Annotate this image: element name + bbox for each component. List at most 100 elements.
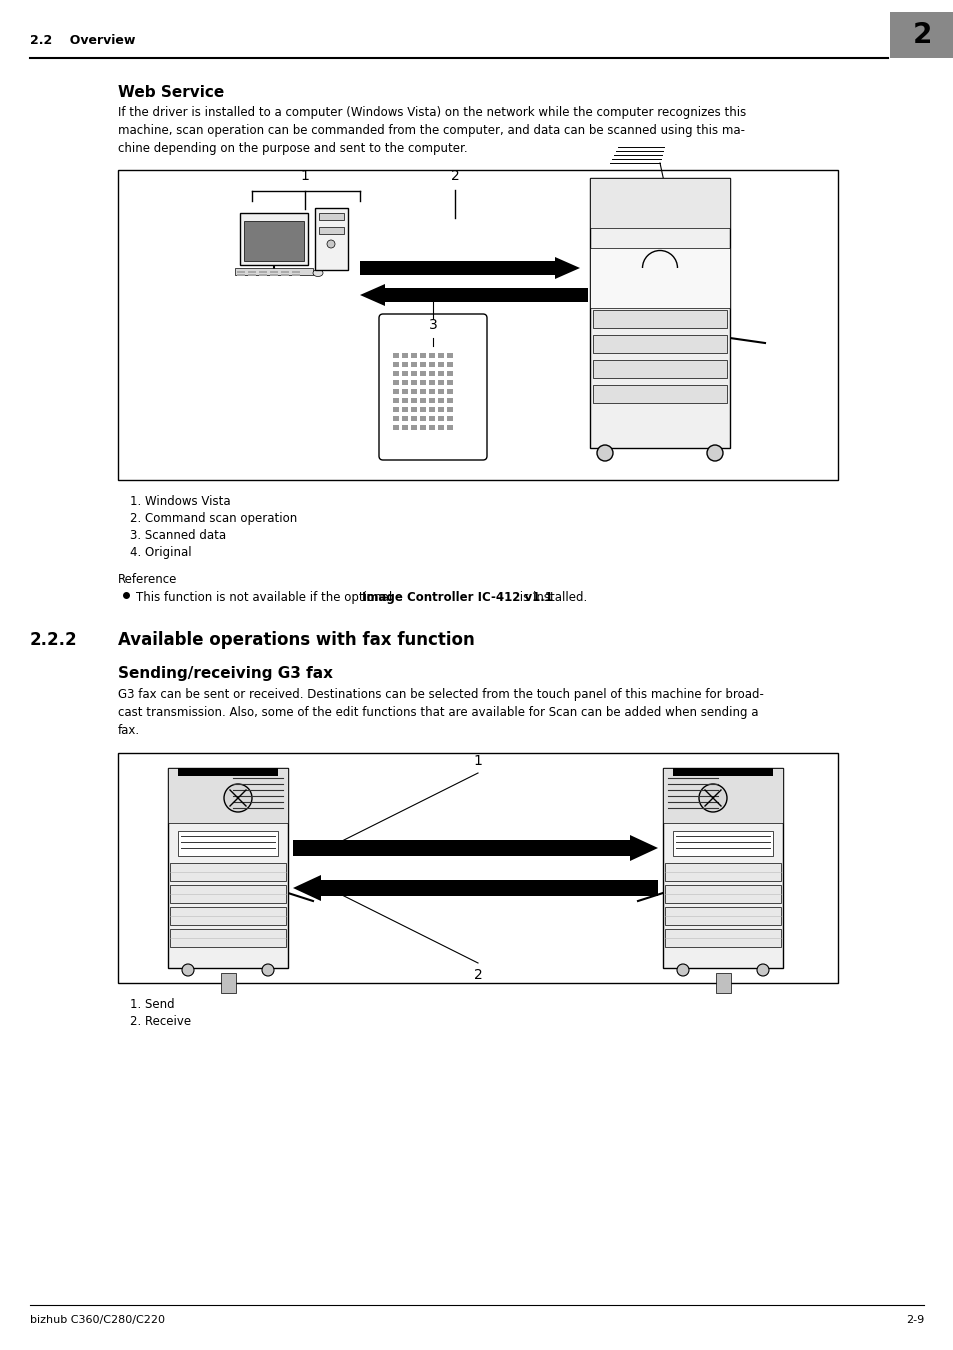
Bar (393, 352, 398, 358)
Bar (411, 371, 416, 377)
Bar (168, 768, 288, 824)
FancyArrow shape (359, 284, 587, 306)
Bar (589, 248, 729, 308)
Text: Available operations with fax function: Available operations with fax function (118, 630, 475, 649)
Bar (662, 768, 782, 824)
Bar (437, 389, 443, 394)
Bar (437, 398, 443, 404)
Bar (411, 362, 416, 367)
Bar (429, 371, 435, 377)
FancyArrow shape (293, 875, 658, 900)
Bar (447, 352, 453, 358)
Text: 2. Receive: 2. Receive (130, 1015, 191, 1027)
Bar (447, 425, 453, 431)
Bar (393, 406, 398, 412)
Bar (593, 360, 726, 378)
Text: 2: 2 (911, 22, 931, 49)
FancyBboxPatch shape (378, 315, 486, 460)
Bar (664, 886, 781, 903)
Bar (393, 398, 398, 404)
Bar (411, 379, 416, 385)
Text: 1: 1 (300, 169, 309, 184)
Bar (248, 271, 255, 273)
Bar (419, 398, 426, 404)
Bar (244, 221, 304, 261)
Bar (401, 371, 408, 377)
Bar (236, 271, 245, 273)
Bar (170, 907, 286, 925)
Bar (672, 832, 772, 856)
Bar (429, 362, 435, 367)
Text: 1. Windows Vista: 1. Windows Vista (130, 495, 231, 508)
Bar (437, 352, 443, 358)
Text: 4. Original: 4. Original (130, 545, 192, 559)
Bar (318, 227, 344, 234)
Bar (258, 271, 267, 273)
Bar (429, 425, 435, 431)
Bar (664, 863, 781, 882)
Bar (270, 274, 277, 275)
Circle shape (262, 964, 274, 976)
Bar (672, 768, 772, 776)
Circle shape (699, 784, 726, 811)
Bar (236, 274, 245, 275)
Bar (419, 379, 426, 385)
Text: Reference: Reference (118, 572, 177, 586)
Bar (393, 389, 398, 394)
Bar (401, 362, 408, 367)
Bar (178, 832, 277, 856)
FancyBboxPatch shape (234, 269, 313, 275)
Circle shape (597, 446, 613, 460)
Bar (401, 379, 408, 385)
Bar (447, 398, 453, 404)
Bar (419, 425, 426, 431)
Text: G3 fax can be sent or received. Destinations can be selected from the touch pane: G3 fax can be sent or received. Destinat… (118, 688, 763, 737)
Bar (593, 310, 726, 328)
Bar (437, 406, 443, 412)
Text: bizhub C360/C280/C220: bizhub C360/C280/C220 (30, 1315, 165, 1324)
Bar (419, 362, 426, 367)
Bar (437, 425, 443, 431)
Ellipse shape (313, 270, 323, 277)
Bar (411, 352, 416, 358)
Bar (314, 208, 348, 270)
Bar (401, 389, 408, 394)
FancyArrow shape (359, 256, 579, 279)
Bar (118, 170, 837, 481)
Bar (178, 768, 277, 776)
Bar (447, 371, 453, 377)
Bar (168, 768, 288, 968)
Text: 4: 4 (667, 178, 676, 192)
Bar (170, 929, 286, 946)
Text: 1. Send: 1. Send (130, 998, 174, 1011)
Bar (401, 416, 408, 421)
Bar (429, 416, 435, 421)
Bar (437, 416, 443, 421)
Bar (258, 274, 267, 275)
Bar (411, 406, 416, 412)
Bar (429, 389, 435, 394)
FancyArrow shape (293, 836, 658, 861)
Bar (589, 178, 729, 448)
Text: 2. Command scan operation: 2. Command scan operation (130, 512, 297, 525)
Bar (429, 352, 435, 358)
Bar (419, 416, 426, 421)
Text: Web Service: Web Service (118, 85, 224, 100)
Bar (664, 907, 781, 925)
Text: 3. Scanned data: 3. Scanned data (130, 529, 226, 541)
Circle shape (182, 964, 193, 976)
Bar (419, 406, 426, 412)
Bar (593, 385, 726, 404)
Bar (411, 398, 416, 404)
Circle shape (327, 240, 335, 248)
Bar (118, 753, 837, 983)
Circle shape (706, 446, 722, 460)
Circle shape (677, 964, 688, 976)
Bar (437, 379, 443, 385)
Text: Image Controller IC-412 v1.1: Image Controller IC-412 v1.1 (361, 591, 552, 603)
Bar (248, 274, 255, 275)
Bar (889, 12, 953, 58)
Text: 2: 2 (450, 169, 459, 184)
Bar (419, 389, 426, 394)
Circle shape (224, 784, 252, 811)
